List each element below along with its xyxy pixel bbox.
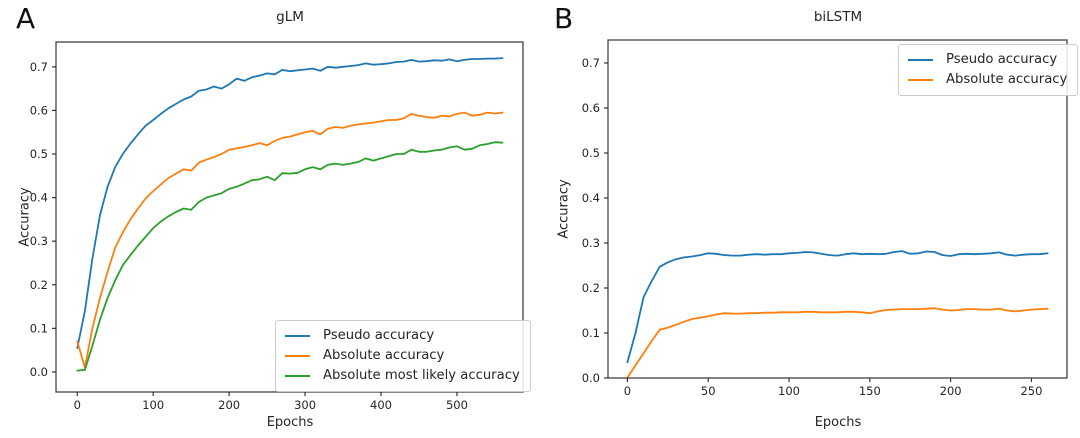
y-tick-label: 0.7 bbox=[582, 56, 600, 70]
y-axis-label-bilstm: Accuracy bbox=[556, 179, 572, 239]
legend-item: Pseudo accuracy bbox=[908, 50, 1067, 70]
y-tick-label: 0.4 bbox=[582, 191, 600, 205]
x-axis-label-glm: Epochs bbox=[266, 415, 314, 430]
x-tick-label: 50 bbox=[701, 384, 716, 398]
chart-title-bilstm: biLSTM bbox=[813, 9, 863, 25]
x-tick-label: 0 bbox=[624, 384, 631, 398]
y-tick-label: 0.2 bbox=[582, 281, 600, 295]
series-line bbox=[626, 307, 1049, 379]
x-tick-label: 200 bbox=[218, 398, 240, 412]
legend-line-swatch-orange bbox=[285, 355, 310, 357]
legend-label: Absolute accuracy bbox=[946, 72, 1068, 87]
y-tick-label: 0.3 bbox=[30, 234, 48, 248]
x-axis-label-bilstm: Epochs bbox=[814, 415, 862, 430]
legend-label: Absolute accuracy bbox=[323, 348, 445, 363]
axes-spines bbox=[607, 39, 1068, 379]
y-tick-label: 0.3 bbox=[582, 236, 600, 250]
legend-label: Pseudo accuracy bbox=[323, 328, 435, 343]
legend-item: Absolute most likely accuracy bbox=[285, 366, 520, 386]
x-tick-label: 0 bbox=[74, 398, 81, 412]
panel-letter-a: A bbox=[16, 2, 36, 35]
legend-line-swatch-green bbox=[285, 375, 310, 377]
legend-item: Pseudo accuracy bbox=[285, 326, 520, 346]
series-line bbox=[76, 141, 504, 372]
x-tick-label: 100 bbox=[778, 384, 800, 398]
legend-label: Pseudo accuracy bbox=[946, 52, 1058, 67]
legend-item: Absolute accuracy bbox=[285, 346, 520, 366]
x-tick-label: 100 bbox=[142, 398, 164, 412]
x-tick-label: 400 bbox=[370, 398, 392, 412]
y-tick-label: 0.1 bbox=[30, 321, 48, 335]
panel-bilstm: B biLSTM Accuracy Epochs Pseudo accuracy… bbox=[545, 0, 1080, 438]
legend-bilstm: Pseudo accuracy Absolute accuracy bbox=[898, 44, 1079, 96]
axes-spines bbox=[55, 41, 524, 393]
y-tick-label: 0.5 bbox=[30, 147, 48, 161]
legend-glm: Pseudo accuracy Absolute accuracy Absolu… bbox=[275, 320, 531, 392]
y-tick-label: 0.2 bbox=[30, 278, 48, 292]
series-line bbox=[76, 57, 504, 349]
y-tick-label: 0.0 bbox=[582, 371, 600, 385]
y-tick-label: 0.6 bbox=[582, 101, 600, 115]
x-tick-label: 150 bbox=[859, 384, 881, 398]
y-axis-label-glm: Accuracy bbox=[17, 187, 33, 247]
series-line bbox=[626, 250, 1049, 364]
y-tick-label: 0.6 bbox=[30, 103, 48, 117]
x-tick-label: 300 bbox=[294, 398, 316, 412]
series-line bbox=[76, 111, 504, 369]
legend-line-swatch-orange bbox=[908, 79, 933, 81]
legend-line-swatch-blue bbox=[908, 59, 933, 61]
y-tick-label: 0.1 bbox=[582, 326, 600, 340]
panel-glm: A gLM Accuracy Epochs Pseudo accuracy Ab… bbox=[16, 2, 531, 430]
chart-title-glm: gLM bbox=[276, 9, 304, 25]
y-tick-label: 0.4 bbox=[30, 191, 48, 205]
panel-letter-b: B bbox=[554, 2, 574, 35]
y-tick-label: 0.0 bbox=[30, 365, 48, 379]
legend-item: Absolute accuracy bbox=[908, 70, 1067, 90]
y-tick-label: 0.7 bbox=[30, 60, 48, 74]
legend-label: Absolute most likely accuracy bbox=[323, 368, 520, 383]
x-tick-label: 200 bbox=[940, 384, 962, 398]
y-tick-label: 0.5 bbox=[582, 146, 600, 160]
x-tick-label: 250 bbox=[1020, 384, 1042, 398]
legend-line-swatch-blue bbox=[285, 335, 310, 337]
x-tick-label: 500 bbox=[446, 398, 468, 412]
